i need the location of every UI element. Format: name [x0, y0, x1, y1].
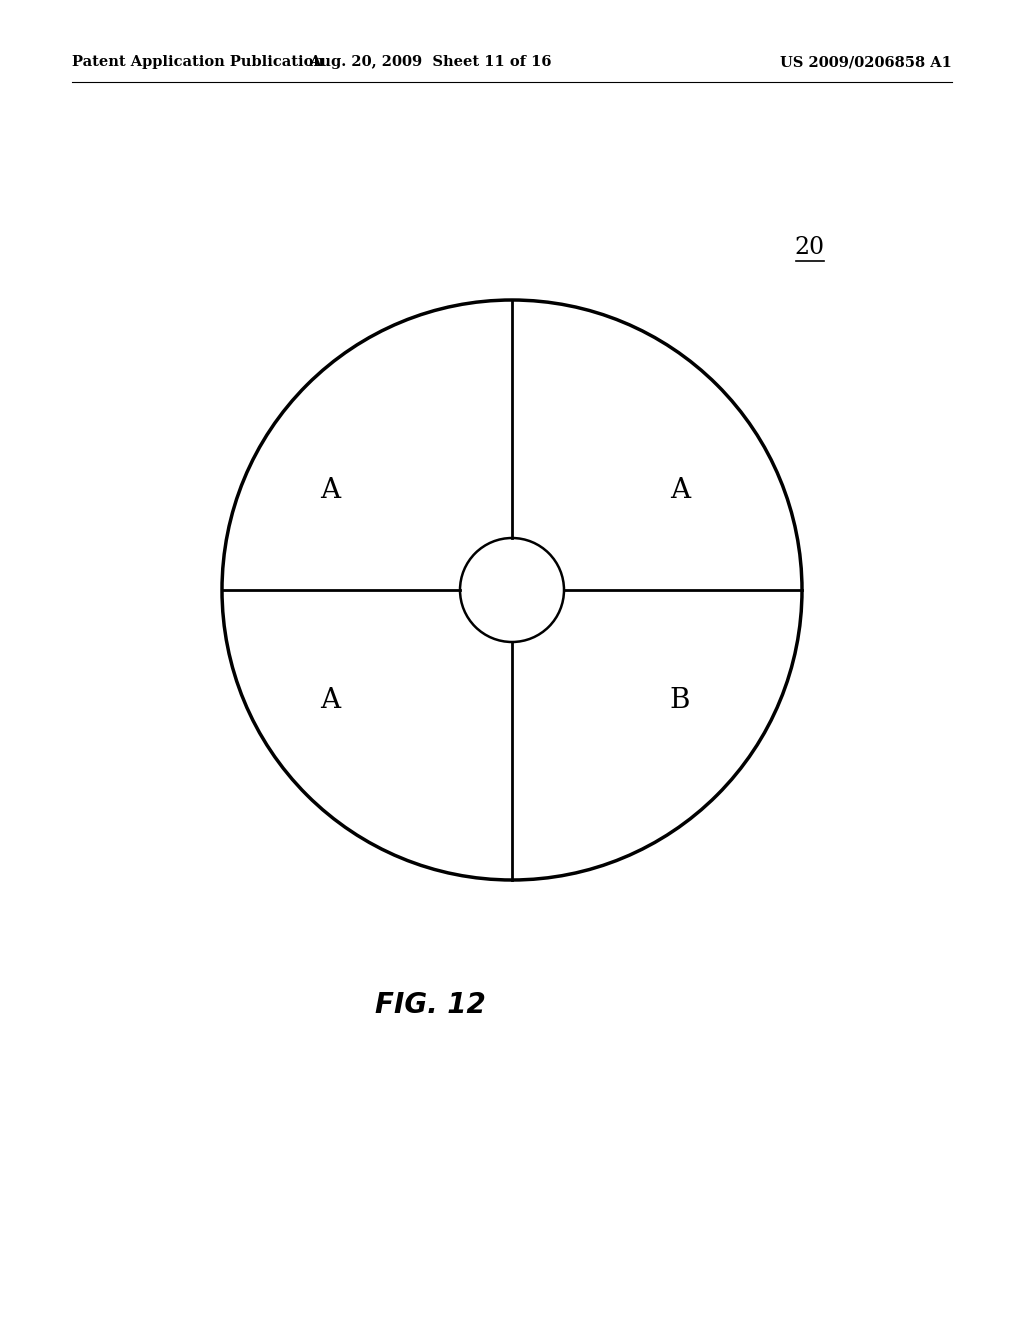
Text: A: A: [319, 686, 340, 714]
Text: A: A: [319, 477, 340, 503]
Text: B: B: [670, 686, 690, 714]
Text: US 2009/0206858 A1: US 2009/0206858 A1: [780, 55, 952, 69]
Circle shape: [460, 539, 564, 642]
Text: A: A: [670, 477, 690, 503]
Text: 20: 20: [795, 236, 825, 260]
Text: Aug. 20, 2009  Sheet 11 of 16: Aug. 20, 2009 Sheet 11 of 16: [309, 55, 551, 69]
Text: Patent Application Publication: Patent Application Publication: [72, 55, 324, 69]
Text: FIG. 12: FIG. 12: [375, 991, 485, 1019]
